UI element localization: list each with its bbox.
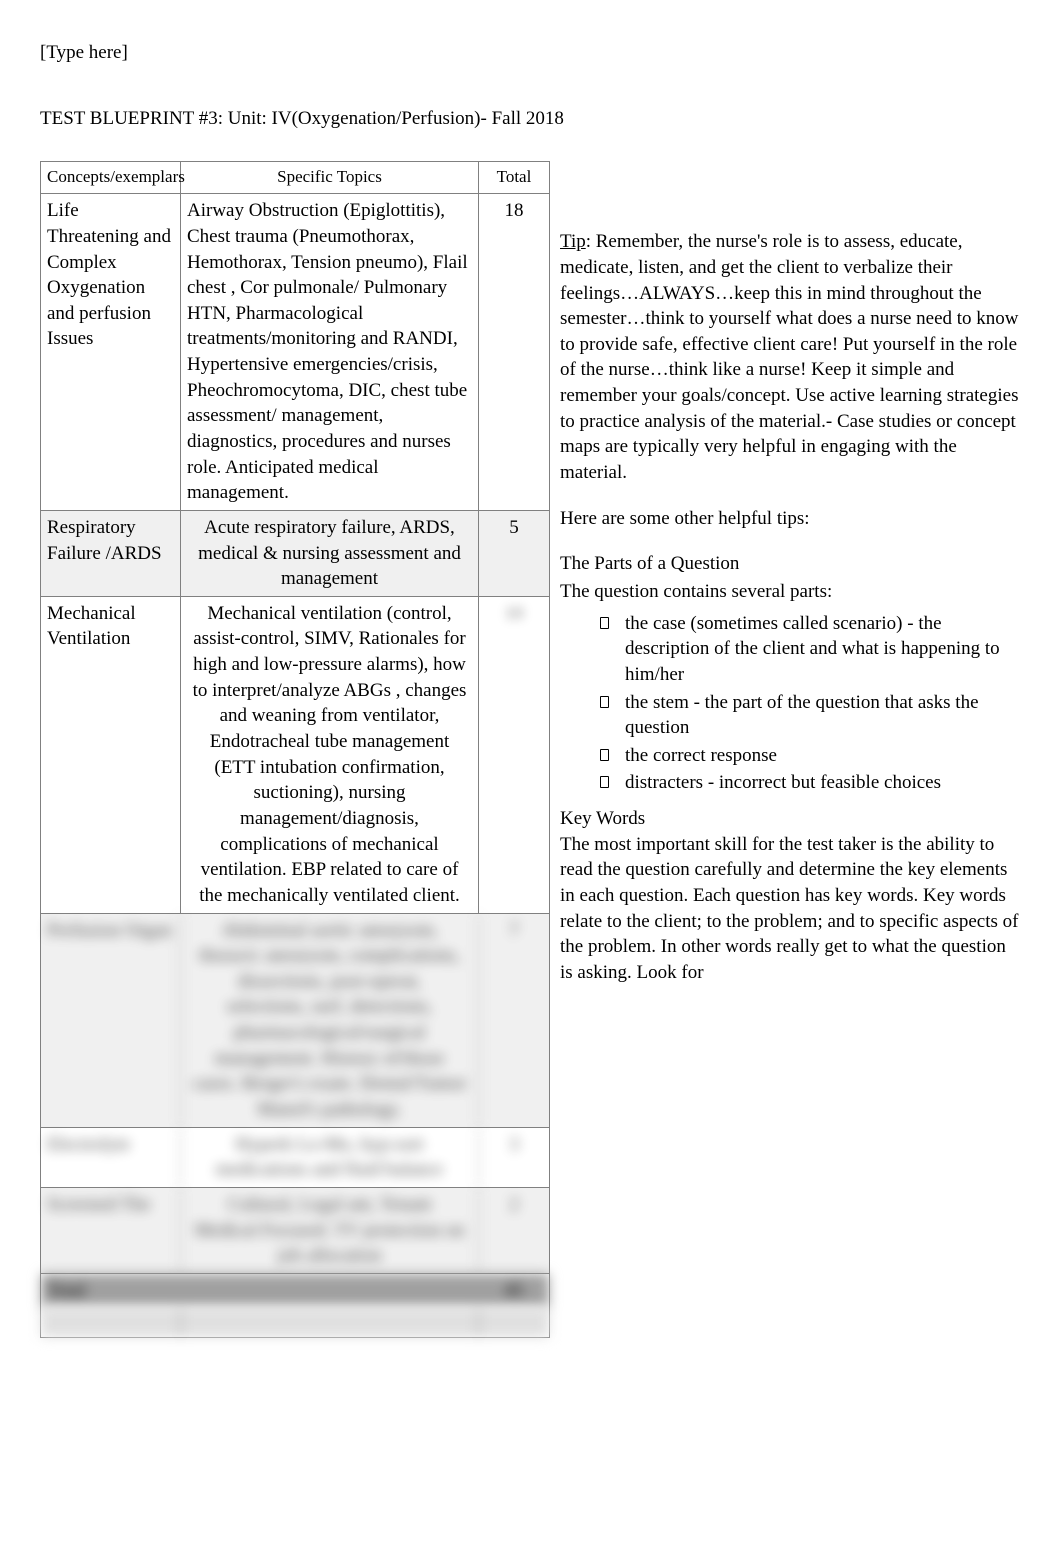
other-tips-heading: Here are some other helpful tips: [560, 506, 1022, 532]
cell-topics: Airway Obstruction (Epiglottitis), Chest… [181, 194, 479, 510]
tip-paragraph: Tip: Remember, the nurse's role is to as… [560, 229, 1022, 485]
list-item: the case (sometimes called scenario) - t… [600, 611, 1022, 688]
tip-label: Tip [560, 231, 586, 252]
keywords-heading: Key Words [560, 806, 1022, 832]
cell-topics: Acute respiratory failure, ARDS, medical… [181, 511, 479, 596]
blueprint-table: Concepts/exemplars Specific Topics Total… [40, 161, 550, 1338]
table-total-row: Total 45 [41, 1274, 549, 1308]
parts-intro: The question contains several parts: [560, 579, 1022, 605]
table-row: Life Threatening and Complex Oxygenation… [41, 194, 549, 511]
cell-concepts: Respiratory Failure /ARDS [41, 511, 181, 596]
list-item: distracters - incorrect but feasible cho… [600, 770, 1022, 796]
cell-topics: Hyperk Lo-Mo, hyp-sort medications and f… [181, 1128, 479, 1187]
list-item: the stem - the part of the question that… [600, 690, 1022, 741]
keywords-text: The most important skill for the test ta… [560, 832, 1022, 986]
table-row-blurred: Electrolyte Hyperk Lo-Mo, hyp-sort medic… [41, 1128, 549, 1188]
table-header-row: Concepts/exemplars Specific Topics Total [41, 162, 549, 194]
cell-topics: Cultural, Legal ant, Tenant Medical Focu… [181, 1188, 479, 1273]
table-row: Respiratory Failure /ARDS Acute respirat… [41, 511, 549, 597]
header-total: Total [479, 162, 549, 193]
cell-topics: Abdominal aortic aneurysm, thoracic aneu… [181, 914, 479, 1127]
cell-total: 5 [479, 511, 549, 596]
question-parts-list: the case (sometimes called scenario) - t… [560, 611, 1022, 796]
tips-sidebar: Tip: Remember, the nurse's role is to as… [560, 161, 1022, 985]
table-row: Mechanical Ventilation Mechanical ventil… [41, 597, 549, 914]
header-placeholder: [Type here] [40, 40, 1022, 66]
header-concepts: Concepts/exemplars [41, 162, 181, 193]
cell-total: 18 [479, 194, 549, 510]
cell-concepts: Electrolyte [41, 1128, 181, 1187]
cell-concepts: Perfusion Organ [41, 914, 181, 1127]
page-title: TEST BLUEPRINT #3: Unit: IV(Oxygenation/… [40, 106, 1022, 132]
header-topics: Specific Topics [181, 162, 479, 193]
table-row-blurred: Screened The Cultural, Legal ant, Tenant… [41, 1188, 549, 1274]
parts-heading: The Parts of a Question [560, 551, 1022, 577]
table-row-blurred: Perfusion Organ Abdominal aortic aneurys… [41, 914, 549, 1128]
cell-total: 3 [479, 1128, 549, 1187]
cell-total: 2 [479, 1188, 549, 1273]
cell-concepts: Mechanical Ventilation [41, 597, 181, 913]
cell-total: 10 [479, 597, 549, 913]
cell-concepts: Screened The [41, 1188, 181, 1273]
cell-topics: Mechanical ventilation (control, assist-… [181, 597, 479, 913]
list-item: the correct response [600, 743, 1022, 769]
cell-concepts: Life Threatening and Complex Oxygenation… [41, 194, 181, 510]
cell-total: 7 [479, 914, 549, 1127]
table-blurred-footer [41, 1307, 549, 1337]
